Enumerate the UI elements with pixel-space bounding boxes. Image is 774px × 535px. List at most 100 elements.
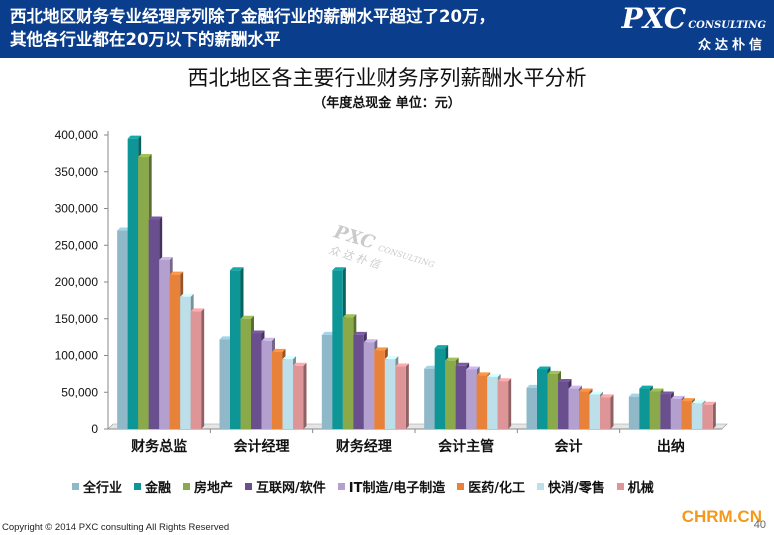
bar	[180, 296, 191, 429]
chart-legend: 全行业 金融 房地产 互联网/软件 IT制造/电子制造 医药/化工 快消/零售 机械	[72, 477, 752, 496]
bar-top	[332, 267, 346, 271]
bar-side	[405, 363, 409, 429]
bar	[374, 350, 385, 429]
bar-top	[342, 314, 357, 318]
bar	[466, 369, 477, 429]
bar	[487, 376, 498, 429]
bar	[600, 397, 611, 429]
bar	[117, 230, 128, 429]
chart-subtitle: （年度总现金 单位：元）	[313, 96, 461, 111]
bar-top	[660, 391, 674, 395]
bar-top	[579, 388, 593, 392]
bar-top	[649, 388, 664, 392]
bar-top	[293, 362, 307, 366]
bar-side	[508, 378, 512, 429]
bar-top	[251, 330, 265, 334]
bar	[251, 333, 262, 429]
bar-top	[159, 256, 173, 260]
bar-side	[201, 308, 205, 429]
bar	[321, 334, 333, 429]
legend-label: 房地产	[194, 480, 234, 496]
legend-swatch	[537, 482, 544, 490]
bar-top	[568, 385, 582, 389]
bar-top	[424, 365, 438, 369]
bar	[363, 342, 375, 429]
y-tick-label: 100,000	[55, 349, 99, 363]
bar-side	[712, 401, 716, 429]
bar-top	[702, 401, 716, 405]
bar	[660, 394, 671, 429]
bar	[395, 366, 406, 429]
bar-top	[219, 336, 233, 340]
bar-side	[610, 394, 614, 429]
bar	[681, 401, 692, 429]
bar	[230, 270, 241, 429]
logo-chinese-text: 众达朴信	[697, 38, 766, 53]
x-category-label: 会计	[555, 438, 583, 455]
y-tick-label: 300,000	[55, 202, 99, 216]
bar	[240, 318, 251, 429]
bar-top	[374, 347, 388, 351]
y-tick-label: 150,000	[55, 312, 99, 326]
legend-item: 全行业	[72, 477, 122, 496]
bar-top	[148, 216, 163, 220]
x-category-label: 会计主管	[438, 438, 494, 455]
bar-top	[363, 339, 378, 343]
bar	[332, 270, 343, 429]
bar-top	[639, 385, 653, 389]
legend-item: 互联网/软件	[245, 477, 326, 496]
bar	[434, 348, 446, 429]
y-tick-label: 0	[91, 422, 98, 436]
bar	[219, 339, 230, 429]
bar	[589, 394, 600, 429]
page-number: 40	[753, 519, 766, 531]
x-category-label: 财务经理	[335, 438, 392, 455]
legend-label: 快消/零售	[548, 480, 605, 496]
legend-swatch	[337, 482, 345, 490]
legend-item: 医药/化工	[457, 477, 525, 496]
bar	[455, 365, 467, 429]
bar	[568, 388, 579, 429]
bar	[293, 365, 304, 429]
bar	[691, 403, 703, 429]
bar-top	[455, 362, 470, 366]
bar	[628, 396, 640, 429]
bar-top	[600, 394, 614, 398]
y-tick-label: 350,000	[55, 165, 99, 179]
bar-top	[691, 400, 706, 404]
bar	[639, 388, 650, 429]
bar-top	[628, 393, 643, 397]
bar	[384, 359, 396, 429]
x-category-label: 会计经理	[234, 438, 290, 455]
legend-label: 医药/化工	[468, 480, 525, 496]
legend-label: 机械	[627, 480, 654, 496]
bar-top	[272, 348, 286, 352]
bar	[670, 398, 682, 429]
bar-top	[466, 366, 480, 370]
bar	[547, 373, 558, 429]
y-tick-label: 400,000	[55, 128, 99, 142]
legend-item: IT制造/电子制造	[337, 477, 445, 496]
bar-top	[395, 363, 409, 367]
bar	[702, 404, 713, 429]
bar	[353, 334, 364, 429]
bar-top	[353, 331, 367, 335]
bar-top	[670, 395, 685, 399]
bar-top	[476, 372, 491, 376]
bar	[649, 391, 661, 429]
bar-top	[547, 370, 561, 374]
legend-item: 机械	[616, 477, 654, 496]
bar-top	[487, 373, 501, 377]
bar	[537, 369, 548, 429]
site-watermark: CHRM.CN	[681, 507, 762, 526]
bar	[526, 387, 537, 429]
logo-sub-text: CONSULTING	[688, 20, 766, 31]
bar-top	[537, 366, 551, 370]
y-tick-label: 50,000	[61, 385, 98, 399]
bar	[558, 381, 569, 429]
bar	[138, 157, 149, 430]
headline-line-1: 西北地区财务专业经理序列除了金融行业的薪酬水平超过了20万，	[10, 7, 495, 26]
legend-label: 全行业	[83, 480, 123, 496]
bar-top	[321, 331, 336, 335]
legend-swatch	[245, 482, 253, 490]
